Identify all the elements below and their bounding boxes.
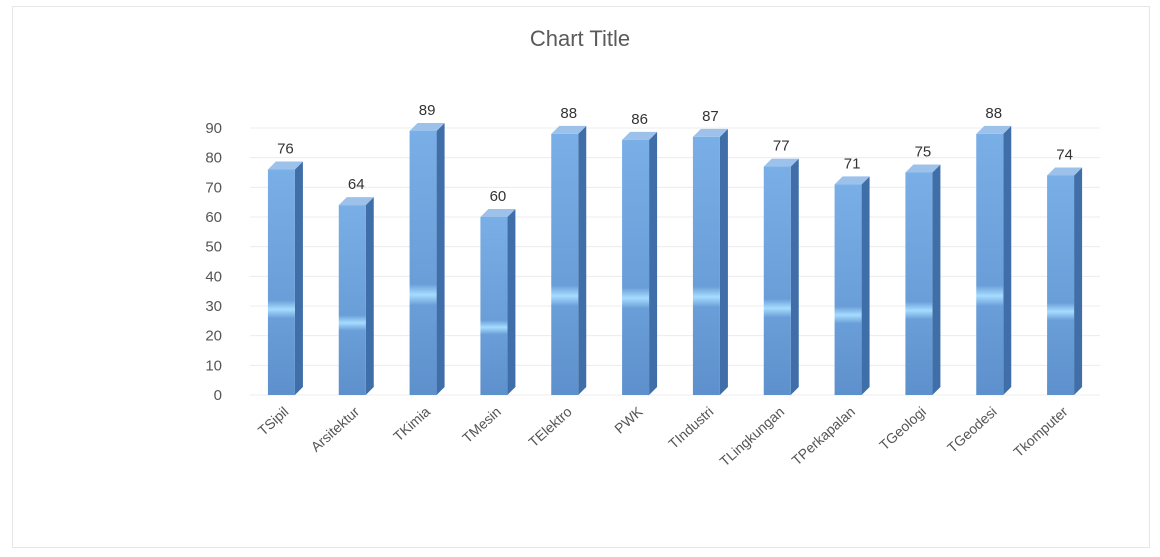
x-tick-label: TLingkungan [716,403,787,469]
data-label: 64 [348,176,365,193]
bar-side [1003,125,1012,395]
y-tick-label: 50 [205,239,222,256]
bar-top [905,164,941,173]
data-label: 89 [419,102,436,119]
bar-side [294,161,303,395]
x-axis-ticks: TSipil Arsitektur TKimia TMesin TElektro PWK T… [255,403,1071,470]
bar-side [578,125,587,395]
x-tick-label: TIndustri [665,403,716,451]
bar-front [622,139,650,395]
bar [267,161,303,395]
bar-front [692,136,720,395]
bar-front [976,133,1004,395]
x-tick-label: TPerkapalan [788,403,858,468]
bar [692,128,728,395]
data-label: 86 [631,111,648,128]
data-label: 77 [773,138,790,155]
bar-top [267,161,303,170]
x-tick-label: TGeodesi [944,403,1000,456]
bar [338,197,374,395]
y-tick-label: 90 [205,120,222,137]
data-label: 87 [702,108,719,125]
y-tick-label: 70 [205,179,222,196]
bar-side [507,209,516,395]
bar-front [834,184,862,395]
bar-side [1074,167,1083,395]
y-tick-label: 10 [205,357,222,374]
bar [409,122,445,395]
data-label: 88 [985,105,1002,122]
bar-side [719,128,728,395]
data-labels: 76 64 89 60 88 86 87 77 71 75 88 74 [277,102,1073,205]
x-tick-label: PWK [611,403,646,437]
bar-top [409,122,445,131]
y-tick-label: 40 [205,268,222,285]
bar-front [763,166,791,395]
x-tick-label: TElektro [525,403,575,450]
bar-side [861,176,870,395]
bar-front [409,130,437,395]
bar-side [932,164,941,395]
bar-top [976,125,1012,134]
bar-side [649,131,658,395]
y-tick-label: 0 [214,387,222,404]
bar [1047,167,1083,395]
data-label: 60 [490,188,507,205]
bar [622,131,658,395]
y-tick-label: 20 [205,328,222,345]
bar [763,158,799,395]
bar-top [480,209,516,217]
x-tick-label: TSipil [255,403,292,438]
bar [905,164,941,395]
bar-front [905,172,933,395]
bar-front [480,217,508,395]
y-tick-label: 30 [205,298,222,315]
y-tick-label: 60 [205,209,222,226]
bar [976,125,1012,395]
data-label: 71 [844,155,861,172]
bar-front [338,205,366,395]
data-label: 88 [560,105,577,122]
bar-top [551,125,587,134]
chart-title: Chart Title [529,26,631,51]
bar-top [1047,167,1083,176]
x-tick-label: Tkomputer [1010,403,1071,460]
data-label: 74 [1056,146,1073,163]
data-label: 76 [277,141,294,158]
bar-top [622,131,658,140]
y-tick-label: 80 [205,150,222,167]
bar-top [763,158,799,167]
bar-top [834,176,870,185]
gridlines [250,127,1100,396]
bars [267,122,1083,395]
bar-side [365,197,374,395]
bar-top [338,197,374,206]
bar [834,176,870,395]
bar-front [267,169,295,395]
data-label: 75 [915,144,932,161]
x-tick-label: Arsitektur [308,403,363,455]
x-tick-label: TGeologi [876,403,929,453]
bar-side [436,122,445,395]
x-tick-label: TMesin [459,403,504,446]
bar-side [790,158,799,395]
bar [480,209,516,395]
x-tick-label: TKimia [390,403,433,444]
bar-top [692,128,728,137]
bar-front [1047,175,1075,395]
bar [551,125,587,395]
bar-front [551,133,579,395]
y-axis-ticks: 0 10 20 30 40 50 60 70 80 90 [205,120,222,404]
